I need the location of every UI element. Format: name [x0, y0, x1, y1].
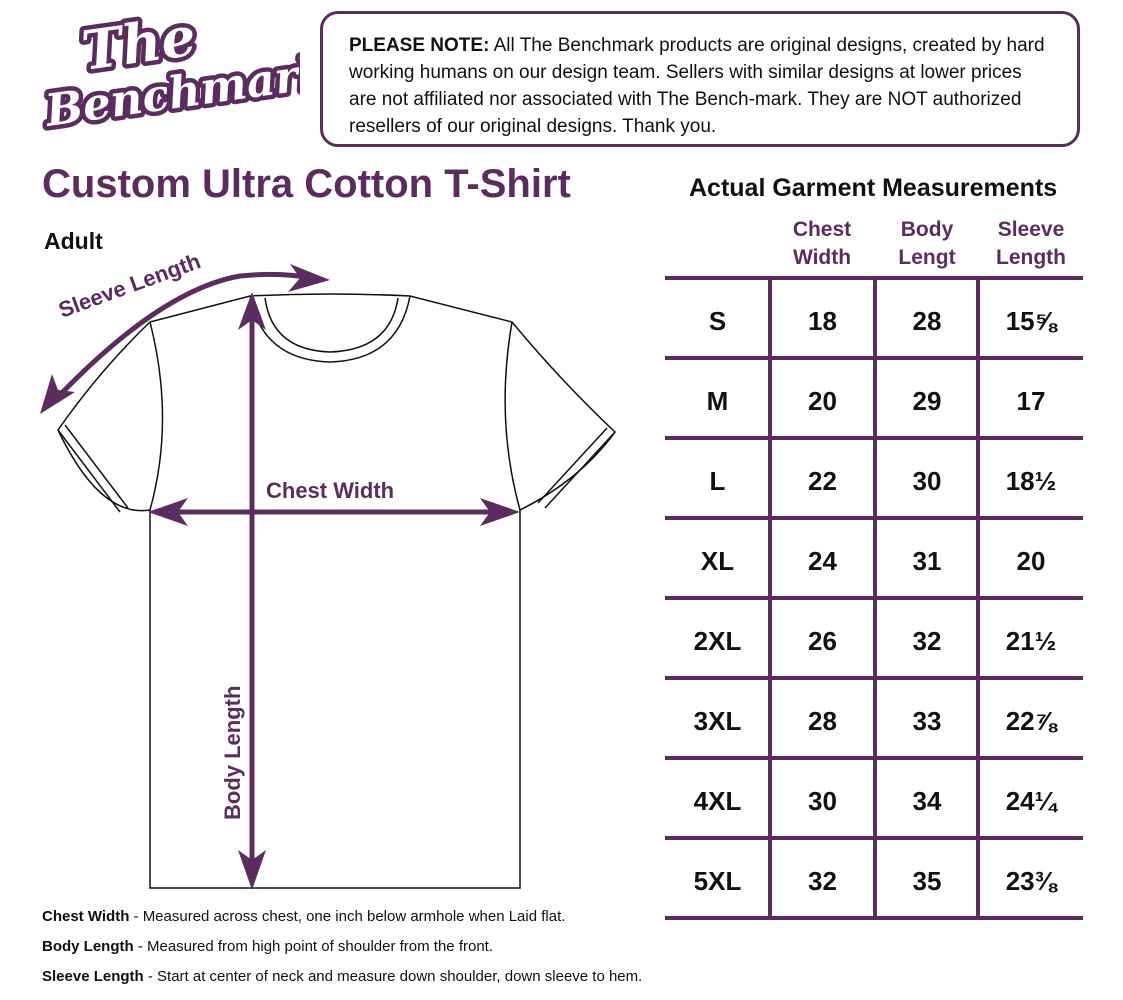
table-cell-sleeve: 18½ [1005, 466, 1057, 496]
table-cell-size: 3XL [693, 706, 742, 736]
column-divider [873, 278, 877, 920]
table-cell-sleeve: 21½ [1005, 626, 1057, 656]
table-cell-sleeve: 22⅞ [1005, 706, 1057, 736]
table-cell-size: M [706, 386, 729, 416]
table-cell-body: 33 [912, 706, 942, 736]
table-cell-size: 5XL [693, 866, 742, 896]
table-cell-body: 30 [912, 466, 942, 496]
column-header: Chest Width [792, 218, 852, 269]
please-note-box: PLEASE NOTE: All The Benchmark products … [320, 11, 1080, 147]
column-header: Sleeve Length [996, 218, 1066, 269]
table-cell-chest: 32 [808, 866, 837, 896]
table-cell-body: 29 [912, 386, 942, 416]
table-cell-size: XL [700, 546, 735, 576]
subtitle: Adult [44, 228, 103, 254]
product-title: Custom Ultra Cotton T-Shirt [42, 162, 571, 206]
table-cell-body: 28 [912, 306, 942, 336]
table-cell-chest: 24 [808, 546, 837, 576]
table-cell-body: 31 [912, 546, 942, 576]
chest-width-label: Chest Width [266, 478, 394, 503]
table-cell-chest: 22 [808, 466, 837, 496]
table-cell-sleeve: 24¼ [1005, 786, 1057, 816]
body-length-label: Body Length [220, 686, 245, 820]
note-text: All The Benchmark products are original … [349, 35, 1045, 137]
column-divider [976, 278, 980, 920]
column-divider [768, 278, 772, 920]
sleeve-length-label: Sleeve Length [55, 248, 204, 323]
table-cell-chest: 28 [808, 706, 837, 736]
footnote-chest: Chest Width - Measured across chest, one… [42, 908, 565, 925]
table-cell-body: 35 [912, 866, 942, 896]
table-cell-body: 34 [912, 786, 942, 816]
table-cell-sleeve: 17 [1016, 386, 1046, 416]
table-cell-chest: 18 [808, 306, 837, 336]
table-cell-body: 32 [912, 626, 942, 656]
footnote-term: Sleeve Length [42, 968, 144, 985]
table-cell-chest: 26 [808, 626, 837, 656]
table-cell-sleeve: 20 [1016, 546, 1046, 576]
table-cell-size: 2XL [693, 626, 742, 656]
footnote-term: Chest Width [42, 908, 130, 925]
table-cell-size: L [709, 466, 726, 496]
table-cell-sleeve: 23⅜ [1005, 866, 1057, 896]
table-cell-size: 4XL [693, 786, 742, 816]
table-cell-chest: 20 [808, 386, 837, 416]
footnote-sleeve: Sleeve Length - Start at center of neck … [42, 968, 642, 985]
tshirt-outline [57, 293, 616, 889]
footnote-desc: - Measured from high point of shoulder f… [133, 938, 493, 955]
table-cell-size: S [708, 306, 727, 336]
column-header: Body Lengt [898, 218, 956, 269]
table-title: Actual Garment Measurements [689, 174, 1058, 202]
footnote-term: Body Length [42, 938, 134, 955]
table-cell-sleeve: 15⅝ [1005, 306, 1057, 336]
footnote-desc: - Start at center of neck and measure do… [143, 968, 643, 985]
footnote-desc: - Measured across chest, one inch below … [129, 908, 566, 925]
note-label: PLEASE NOTE: [349, 35, 490, 56]
tshirt-diagram: Sleeve Length Chest Width Body Length [40, 248, 616, 890]
brand-logo: The Benchmark [40, 8, 300, 138]
footnote-body: Body Length - Measured from high point o… [42, 938, 493, 955]
svg-text:The: The [78, 8, 200, 83]
table-cell-chest: 30 [808, 786, 837, 816]
